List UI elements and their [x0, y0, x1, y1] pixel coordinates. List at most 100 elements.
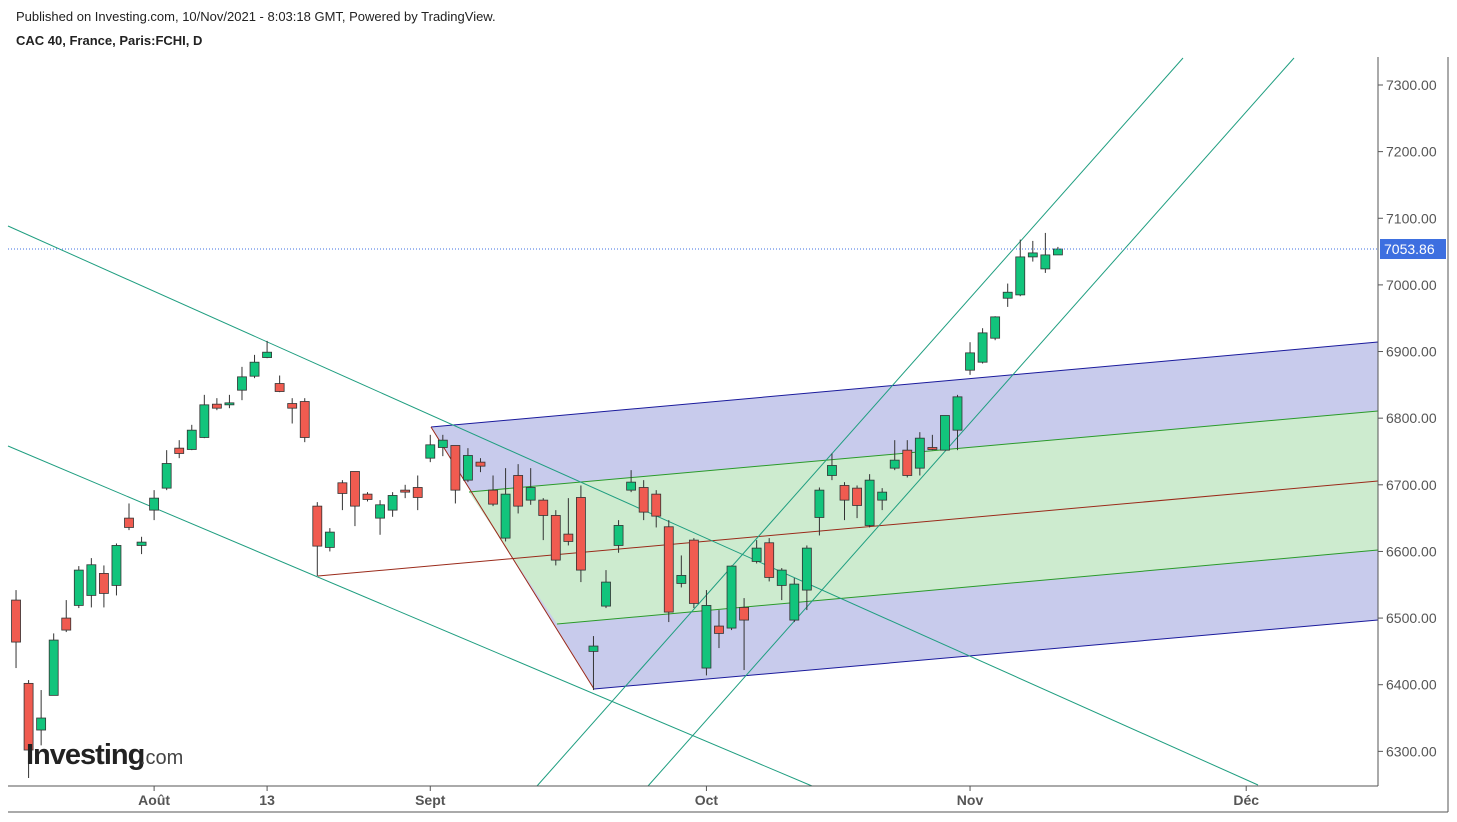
candle-body: [161, 463, 172, 489]
pitchfork-median: [317, 480, 1379, 577]
candle-body: [11, 599, 21, 643]
trend-line: [647, 57, 1295, 787]
candle-body: [889, 459, 900, 469]
candle-body: [676, 575, 687, 584]
candle-body: [111, 545, 122, 586]
candle-body: [224, 402, 235, 406]
pitchfork-upper: [430, 341, 1379, 428]
candle-body: [1053, 248, 1063, 256]
candle-body: [751, 547, 762, 562]
candle-body: [776, 569, 787, 586]
trend-line: [7, 225, 1259, 786]
y-tick-label: 6800.00: [1386, 410, 1437, 426]
candle-body: [550, 515, 561, 561]
subtitle: Published on Investing.com, 10/Nov/2021 …: [16, 9, 496, 24]
candle-body: [463, 455, 473, 481]
candle-body: [927, 447, 938, 450]
candle-body: [638, 487, 649, 513]
candle-body: [726, 565, 737, 629]
chart-title: CAC 40, France, Paris:FCHI, D: [16, 33, 202, 48]
pitchfork-inner-lower: [556, 549, 1379, 625]
candle-body: [262, 351, 272, 358]
candle-body: [601, 581, 611, 607]
candle-body: [764, 542, 775, 578]
candle-body: [362, 493, 373, 500]
candle-body: [525, 487, 536, 501]
candle-body: [36, 717, 47, 731]
candle-body: [852, 487, 862, 506]
candle-body: [714, 625, 724, 634]
y-tick-label: 7200.00: [1386, 144, 1437, 160]
candle-body: [387, 495, 398, 511]
candle-body: [23, 682, 34, 751]
candle-body: [814, 489, 825, 518]
candle-body: [237, 376, 247, 391]
candle-body: [990, 316, 1001, 339]
candle-body: [1002, 291, 1013, 299]
candle-body: [425, 444, 436, 459]
candle-body: [914, 437, 925, 469]
candle-body: [626, 481, 637, 491]
candle-body: [299, 401, 310, 438]
candle-body: [864, 479, 875, 526]
candle-body: [450, 445, 461, 491]
last-price-label: 7053.86: [1384, 241, 1435, 257]
candle-body: [199, 404, 210, 438]
candle-body: [563, 533, 574, 542]
candle-body: [902, 449, 913, 476]
candle-body: [186, 429, 197, 450]
candle-body: [513, 475, 524, 507]
candle-body: [940, 415, 950, 451]
candle-body: [211, 403, 222, 409]
candle-body: [249, 361, 260, 377]
logo-suffix: .com: [140, 747, 183, 769]
candle-body: [324, 531, 335, 548]
x-tick-label: 13: [259, 792, 275, 808]
candle-body: [400, 489, 411, 493]
y-tick-label: 6600.00: [1386, 543, 1437, 559]
x-tick-label: Sept: [415, 792, 446, 808]
y-tick-label: 7100.00: [1386, 210, 1437, 226]
candle-body: [412, 487, 423, 498]
candle-body: [576, 497, 586, 571]
candle-body: [663, 526, 674, 613]
candle-body: [651, 493, 662, 517]
y-tick-label: 6300.00: [1386, 743, 1437, 759]
candle-body: [827, 465, 837, 476]
last-price-box: [1380, 239, 1446, 260]
x-tick-label: Oct: [695, 792, 719, 808]
candle-body: [1015, 256, 1026, 296]
y-tick-label: 7000.00: [1386, 277, 1437, 293]
candle-body: [538, 499, 549, 516]
candle-body: [877, 491, 888, 501]
candle-body: [124, 517, 134, 528]
candle-body: [337, 482, 348, 494]
candle-body: [274, 383, 285, 392]
y-tick-label: 6500.00: [1386, 610, 1437, 626]
pitchfork-lower: [593, 619, 1379, 690]
candle-body: [350, 471, 360, 507]
candle-body: [136, 541, 147, 546]
y-tick-label: 7300.00: [1386, 77, 1437, 93]
x-tick-label: Nov: [957, 792, 984, 808]
candle-body: [701, 605, 712, 669]
candle-body: [588, 645, 599, 652]
candle-body: [977, 332, 988, 363]
candle-body: [500, 493, 511, 539]
candles: [11, 232, 1063, 779]
candle-body: [688, 539, 699, 604]
candle-body: [73, 569, 84, 606]
candle-body: [739, 607, 749, 621]
y-tick-label: 6400.00: [1386, 677, 1437, 693]
trend-line: [7, 445, 813, 787]
candle-body: [1027, 252, 1038, 258]
candle-body: [952, 396, 963, 431]
candle-body: [174, 447, 185, 454]
candle-body: [287, 403, 298, 409]
trend-line: [536, 57, 1184, 787]
candle-body: [965, 352, 975, 371]
candle-body: [48, 639, 59, 696]
candle-body: [99, 573, 109, 594]
candle-body: [839, 485, 850, 501]
